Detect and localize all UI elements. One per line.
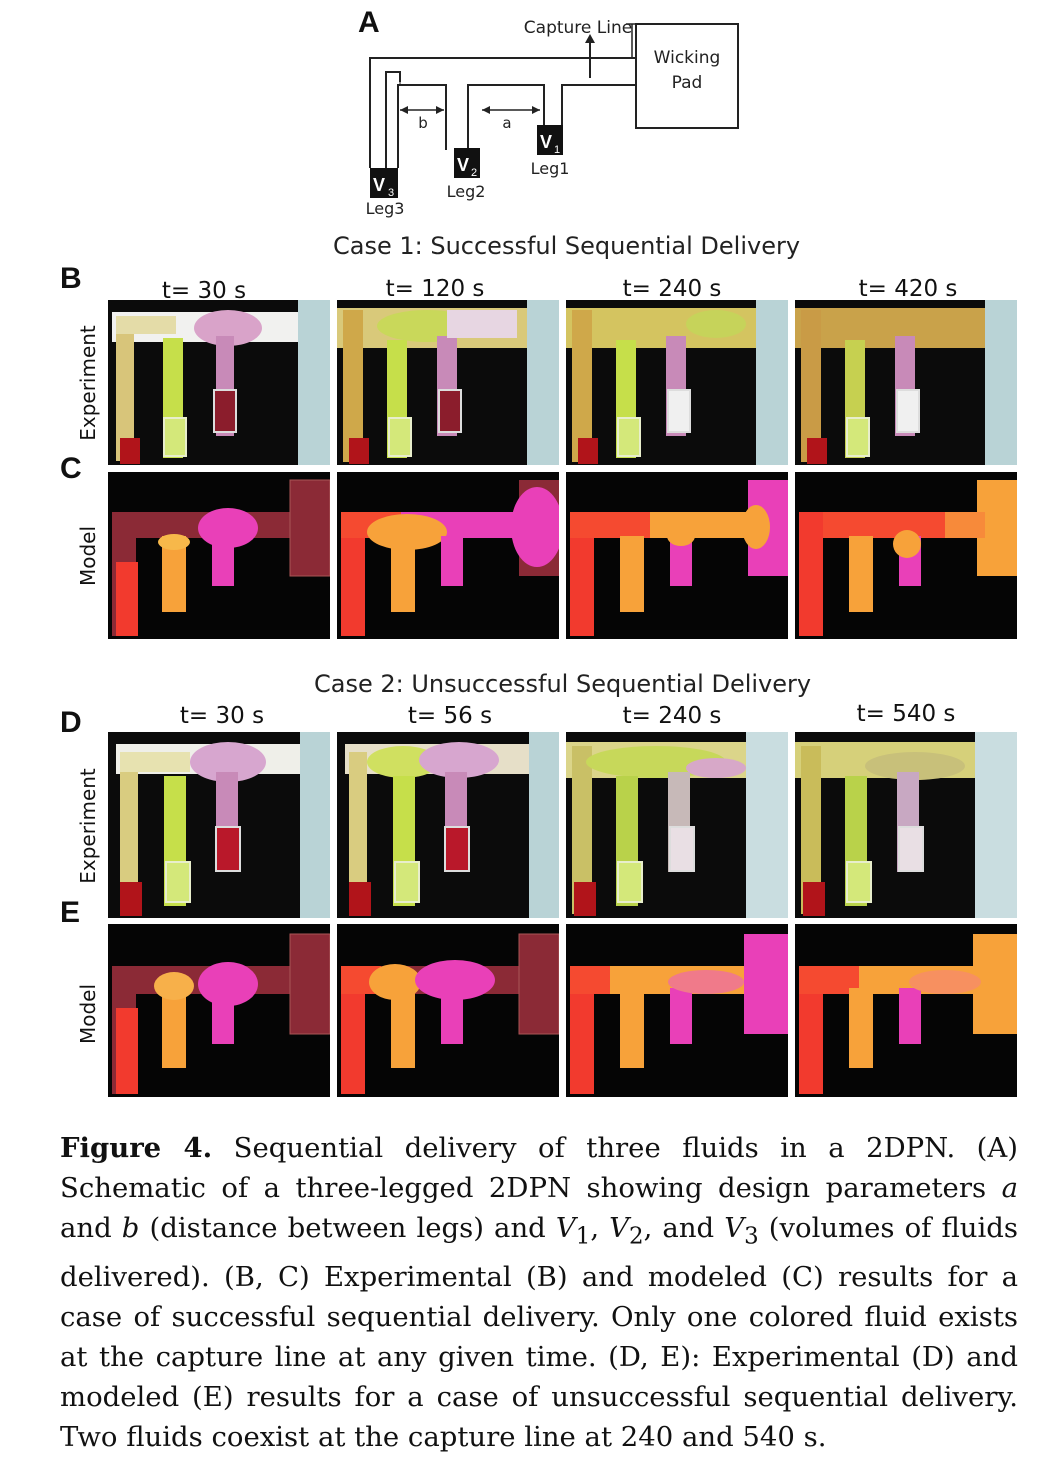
case2-time-4: t= 540 s	[856, 701, 956, 727]
v3-main: V	[373, 175, 385, 195]
dim-a-label: a	[502, 114, 511, 132]
case2-experiment-frame-1	[108, 732, 330, 918]
case2-row-label-model: Model	[76, 983, 100, 1045]
caption-v2: V	[609, 1212, 630, 1244]
case2-model-frame-1	[108, 924, 330, 1097]
panel-letter-e: E	[60, 896, 81, 929]
case1-model-frame-3	[566, 472, 788, 639]
caption-v1-sub: 1	[575, 1223, 591, 1250]
case2-experiment-frame-2	[337, 732, 559, 918]
leg3-label: Leg3	[366, 199, 405, 218]
case1-time-2: t= 120 s	[385, 276, 485, 302]
case2-model-frame-2	[337, 924, 559, 1097]
v2-sub: 2	[471, 167, 477, 179]
case1-experiment-frame-2	[337, 300, 559, 465]
leg2-label: Leg2	[447, 182, 486, 201]
case2-title: Case 2: Unsuccessful Sequential Delivery	[314, 670, 812, 698]
case1-model-frame-4	[795, 472, 1017, 639]
case2-experiment-frame-4	[795, 732, 1017, 918]
v3-sub: 3	[388, 187, 394, 199]
caption-part-4: (volumes of fluids delivered). (B, C) Ex…	[60, 1212, 1019, 1453]
caption-part-2: and	[60, 1212, 122, 1244]
caption-v3-sub: 3	[744, 1223, 759, 1250]
panel-letter-a: A	[358, 6, 380, 39]
panel-letter-c: C	[60, 452, 82, 485]
case2-experiment-frame-3	[566, 732, 788, 918]
case2-model-frame-3	[566, 924, 788, 1097]
case1-model-frame-1	[108, 472, 330, 639]
case1-time-1: t= 30 s	[161, 278, 247, 304]
caption-v2-sub: 2	[629, 1223, 644, 1250]
wicking-pad-line2: Pad	[672, 73, 703, 93]
case1-row-label-model: Model	[76, 525, 100, 587]
case1-experiment-frame-3	[566, 300, 788, 465]
leg1-label: Leg1	[531, 159, 570, 178]
panel-letter-d: D	[60, 706, 82, 739]
v1-sub: 1	[554, 144, 560, 156]
case1-row-label-experiment: Experiment	[76, 325, 100, 441]
case1-model-frame-2	[337, 472, 559, 639]
caption-part-1: Sequential delivery of three fluids in a…	[60, 1132, 1018, 1204]
figure-caption: Figure 4. Sequential delivery of three f…	[60, 1128, 1018, 1457]
capture-line-label: Capture Line	[524, 18, 632, 38]
caption-v3: V	[724, 1212, 745, 1244]
case2-model-frame-4	[795, 924, 1017, 1097]
case1-experiment-frame-4	[795, 300, 1017, 465]
caption-v1: V	[555, 1212, 576, 1244]
v1-main: V	[540, 132, 552, 152]
dim-b-label: b	[418, 114, 428, 132]
case2-time-3: t= 240 s	[622, 703, 722, 729]
caption-sep-2: , and	[643, 1212, 725, 1244]
panel-letter-b: B	[60, 262, 82, 295]
case2-time-2: t= 56 s	[407, 703, 493, 729]
caption-param-a: a	[1001, 1172, 1018, 1204]
case1-experiment-frame-1	[108, 300, 330, 465]
case2-time-1: t= 30 s	[179, 703, 265, 729]
case1-title: Case 1: Successful Sequential Delivery	[333, 232, 801, 260]
case2-row-label-experiment: Experiment	[76, 768, 100, 884]
case1-time-4: t= 420 s	[858, 276, 958, 302]
caption-part-3: (distance between legs) and	[139, 1212, 556, 1244]
caption-param-b: b	[121, 1212, 140, 1244]
v2-main: V	[457, 155, 469, 175]
caption-sep-1: ,	[590, 1212, 610, 1244]
caption-lead: Figure 4.	[60, 1132, 213, 1164]
case1-time-3: t= 240 s	[622, 276, 722, 302]
wicking-pad-line1: Wicking	[654, 48, 721, 68]
network-schematic: b a Capture Line Wicking Pad V 1 Leg1 V …	[366, 18, 739, 218]
